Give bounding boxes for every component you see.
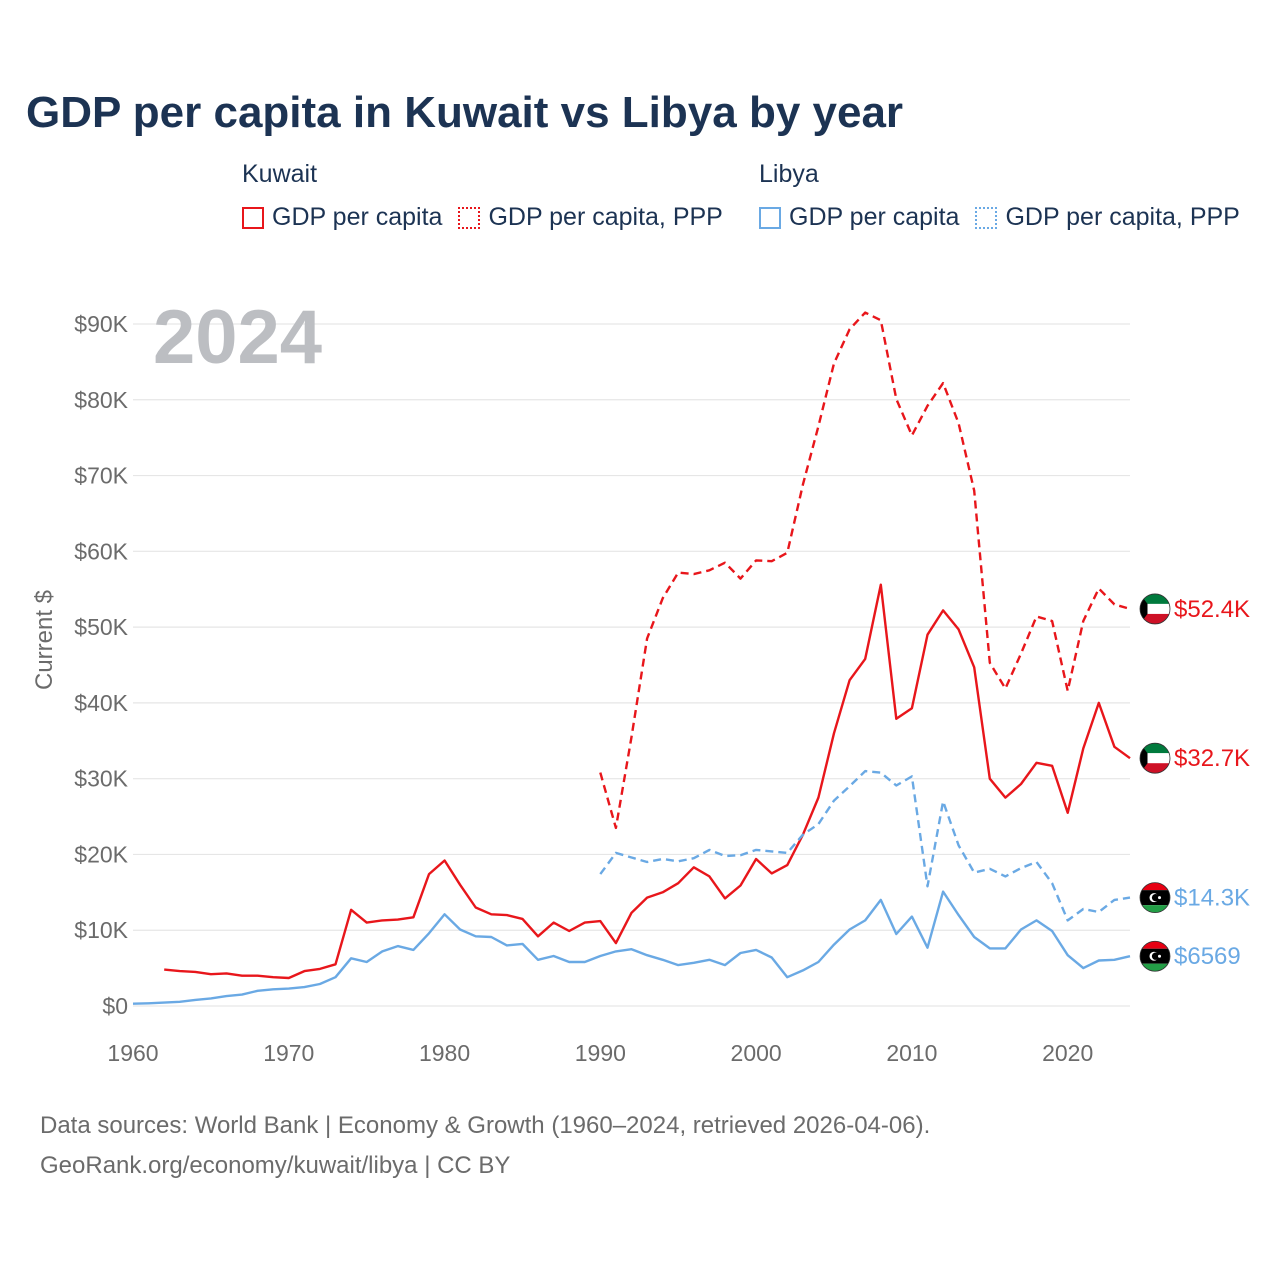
series-end-label: $52.4K	[1174, 596, 1250, 623]
y-tick-label: $10K	[74, 917, 128, 943]
legend-item-kuwait-gdp[interactable]: GDP per capita	[242, 203, 442, 232]
series-end-labels: $52.4K $32.7K $14.3K $6569	[1139, 593, 1250, 972]
flag-icon-kuwait	[1139, 593, 1171, 625]
y-tick-label: $90K	[74, 311, 128, 337]
legend-group-name: Libya	[759, 160, 819, 188]
y-tick-label: $0	[102, 993, 128, 1019]
y-axis-ticks: $0 $10K $20K $30K $40K $50K $60K $70K $80K $90K	[74, 311, 128, 1019]
year-label: 2024	[153, 295, 322, 380]
legend-group-name: Kuwait	[242, 160, 318, 188]
x-tick-label: 1990	[575, 1040, 626, 1066]
series-end-label: $14.3K	[1174, 885, 1250, 912]
series-line	[132, 890, 1131, 1005]
legend-label: GDP per capita	[789, 203, 960, 231]
legend-group-libya: Libya GDP per capita GDP per capita, PPP	[759, 160, 1256, 232]
legend-label: GDP per capita, PPP	[1005, 203, 1240, 231]
flag-icon-kuwait	[1139, 742, 1171, 774]
legend-swatch-solid	[759, 206, 781, 229]
y-tick-label: $40K	[74, 690, 128, 716]
footer: Data sources: World Bank | Economy & Gro…	[40, 1106, 930, 1186]
y-tick-label: $60K	[74, 538, 128, 564]
x-tick-label: 1980	[419, 1040, 470, 1066]
series-line	[164, 583, 1131, 980]
y-tick-label: $70K	[74, 463, 128, 489]
x-tick-label: 2000	[731, 1040, 782, 1066]
x-tick-label: 2020	[1042, 1040, 1093, 1066]
y-axis-label: Current $	[31, 590, 58, 690]
x-axis-ticks: 1960 1970 1980 1990 2000 2010 2020	[107, 1040, 1093, 1066]
legend-label: GDP per capita, PPP	[488, 203, 723, 231]
y-tick-label: $50K	[74, 614, 128, 640]
x-tick-label: 1970	[263, 1040, 314, 1066]
legend-swatch-solid	[242, 206, 264, 229]
legend-item-kuwait-ppp[interactable]: GDP per capita, PPP	[458, 203, 723, 232]
legend-swatch-dotted	[975, 206, 998, 229]
legend-group-kuwait: Kuwait GDP per capita GDP per capita, PP…	[242, 160, 739, 232]
x-tick-label: 1960	[107, 1040, 158, 1066]
series-lines	[132, 311, 1131, 1005]
y-tick-label: $30K	[74, 766, 128, 792]
y-tick-label: $20K	[74, 841, 128, 867]
series-end-label: $6569	[1174, 943, 1241, 970]
series-end-label: $32.7K	[1174, 745, 1250, 772]
flag-icon-libya	[1139, 882, 1171, 914]
legend-swatch-dotted	[458, 206, 481, 229]
gridlines	[133, 323, 1130, 1007]
flag-icon-libya	[1139, 940, 1171, 972]
series-line	[599, 769, 1131, 922]
legend-item-libya-ppp[interactable]: GDP per capita, PPP	[975, 203, 1240, 232]
y-tick-label: $80K	[74, 387, 128, 413]
page-title: GDP per capita in Kuwait vs Libya by yea…	[26, 88, 904, 137]
series-line	[599, 311, 1131, 830]
footer-sources: Data sources: World Bank | Economy & Gro…	[40, 1112, 931, 1139]
footer-link[interactable]: GeoRank.org/economy/kuwait/libya | CC BY	[40, 1152, 511, 1179]
legend-item-libya-gdp[interactable]: GDP per capita	[759, 203, 959, 232]
x-tick-label: 2010	[886, 1040, 937, 1066]
legend-label: GDP per capita	[272, 203, 443, 231]
